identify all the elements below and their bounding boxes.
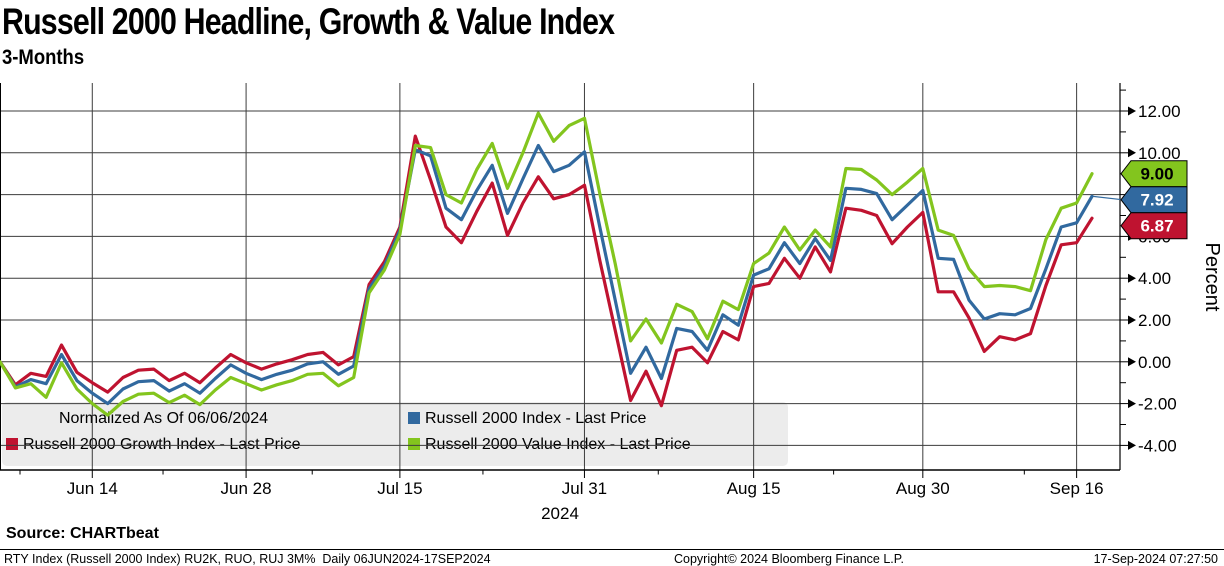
y-axis-labels: 12.00 10.00 8.00 6.00 4.00 2.00 0.00 -2.00 -4.00…	[1138, 102, 1223, 455]
svg-text:6.00: 6.00	[1138, 227, 1171, 246]
svg-text:6.87: 6.87	[1140, 217, 1173, 236]
price-tag	[1120, 186, 1188, 214]
svg-text:0.00: 0.00	[1138, 353, 1171, 372]
legend-item-growth-label: Russell 2000 Growth Index - Last Price	[23, 436, 301, 453]
x-axis-labels: Jun 14 Jun 28 Jul 15 Jul 31 Aug 15 Aug 30 Sep …	[67, 479, 1104, 523]
footer-meta-left: RTY Index (Russell 2000 Index) RU2K, RUO…	[4, 552, 491, 566]
svg-text:Aug 30: Aug 30	[896, 479, 950, 498]
y-axis-title: Percent	[1201, 243, 1223, 312]
legend-swatch-index-icon	[408, 412, 420, 424]
svg-text:Sep 16: Sep 16	[1050, 479, 1104, 498]
footer-meta-right: 17-Sep-2024 07:27:50	[1093, 552, 1218, 566]
svg-text:8.00: 8.00	[1138, 186, 1171, 205]
svg-text:2.00: 2.00	[1138, 311, 1171, 330]
svg-text:Jul 31: Jul 31	[562, 479, 607, 498]
x-axis-ticks	[19, 470, 1078, 478]
page-subtitle: 3-Months	[2, 46, 85, 69]
series-line	[0, 134, 1094, 408]
svg-text:7.92: 7.92	[1140, 191, 1173, 210]
legend-swatch-growth-icon	[6, 438, 18, 450]
svg-text:12.00: 12.00	[1138, 102, 1181, 121]
svg-text:10.00: 10.00	[1138, 144, 1181, 163]
svg-text:9.00: 9.00	[1140, 165, 1173, 184]
legend-normalized-note: Normalized As Of 06/06/2024	[59, 410, 269, 427]
svg-text:Aug 15: Aug 15	[727, 479, 781, 498]
price-tags: 9.00 7.92 6.87	[1091, 160, 1188, 240]
svg-text:-2.00: -2.00	[1138, 395, 1177, 414]
legend-band: Normalized As Of 06/06/2024 Russell 2000…	[2, 402, 788, 466]
series-line	[0, 111, 1094, 417]
footer-meta-center: Copyright© 2024 Bloomberg Finance L.P.	[674, 552, 904, 566]
svg-text:Jun 14: Jun 14	[67, 479, 118, 498]
legend-swatch-value-icon	[408, 438, 420, 450]
page-title: Russell 2000 Headline, Growth & Value In…	[2, 1, 615, 42]
series-lines	[0, 111, 1094, 417]
source-label: Source: CHARTbeat	[6, 525, 159, 542]
legend-item-index: Russell 2000 Index - Last Price	[408, 410, 646, 428]
legend-item-growth: Russell 2000 Growth Index - Last Price	[6, 436, 300, 454]
price-tag	[1120, 212, 1188, 240]
svg-text:Jun 28: Jun 28	[221, 479, 272, 498]
svg-text:-4.00: -4.00	[1138, 436, 1177, 455]
legend-item-value-label: Russell 2000 Value Index - Last Price	[425, 436, 691, 453]
footer-divider	[0, 549, 1224, 550]
price-tag	[1120, 160, 1188, 188]
svg-text:4.00: 4.00	[1138, 269, 1171, 288]
footer-meta: RTY Index (Russell 2000 Index) RU2K, RUO…	[0, 551, 1224, 566]
legend-item-value: Russell 2000 Value Index - Last Price	[408, 436, 691, 454]
y-axis-ticks	[1120, 89, 1136, 450]
svg-text:Jul 15: Jul 15	[377, 479, 422, 498]
legend-item-index-label: Russell 2000 Index - Last Price	[425, 410, 647, 427]
year-label: 2024	[541, 504, 579, 523]
series-line	[0, 143, 1094, 406]
